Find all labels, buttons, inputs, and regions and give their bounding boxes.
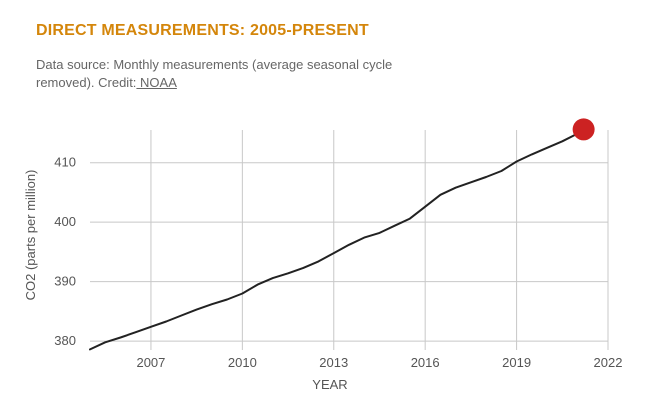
co2-series-line: [89, 128, 585, 351]
data-source-text: Data source: Monthly measurements (avera…: [36, 57, 393, 90]
x-tick-label: 2016: [411, 355, 440, 370]
x-tick-label: 2022: [594, 355, 623, 370]
x-tick-label: 2013: [319, 355, 348, 370]
chart-title: DIRECT MEASUREMENTS: 2005-PRESENT: [36, 22, 369, 39]
x-axis-title: YEAR: [312, 377, 347, 392]
y-tick-label: 390: [54, 274, 76, 289]
x-tick-label: 2007: [136, 355, 165, 370]
data-source-note: Data source: Monthly measurements (avera…: [36, 56, 436, 92]
x-tick-label: 2010: [228, 355, 257, 370]
x-tick-label: 2019: [502, 355, 531, 370]
y-tick-label: 380: [54, 333, 76, 348]
latest-value-marker[interactable]: [572, 118, 595, 141]
series-layer: [89, 118, 595, 351]
credit-link-noaa[interactable]: NOAA: [136, 75, 177, 90]
gridlines: [90, 130, 609, 350]
y-tick-label: 400: [54, 214, 76, 229]
y-tick-label: 410: [54, 155, 76, 170]
axis-labels: 2007 2010 2013 2016 2019 2022 380 390 400 410 YEAR…: [23, 155, 622, 392]
y-axis-title: CO2 (parts per million): [23, 170, 38, 301]
